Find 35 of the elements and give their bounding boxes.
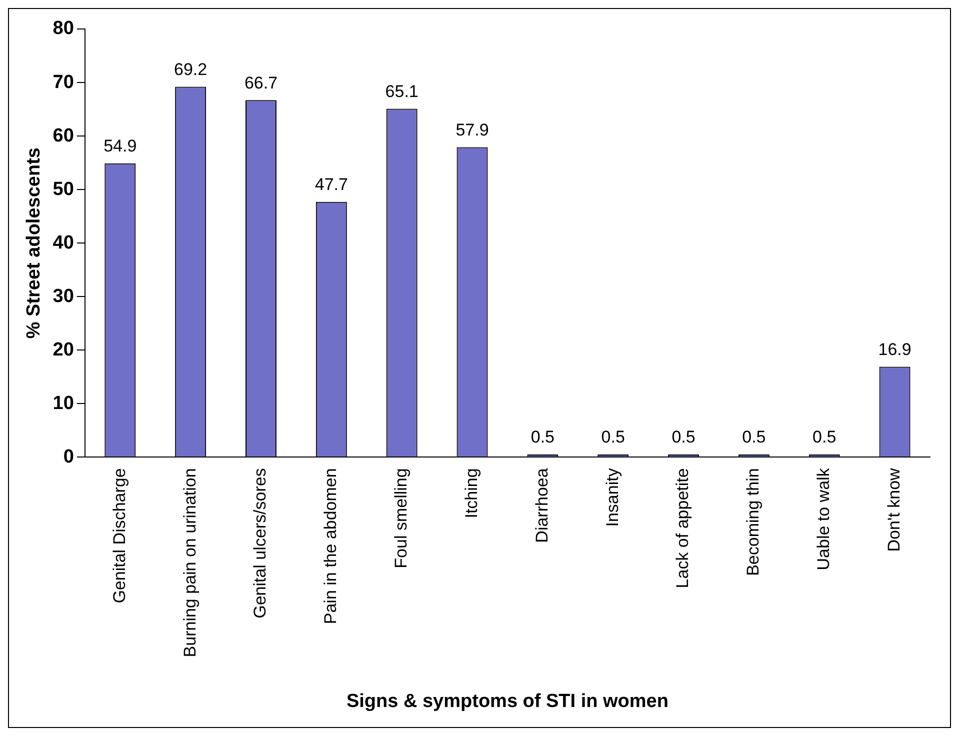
data-label: 69.2 xyxy=(174,60,208,79)
y-tick-label: 80 xyxy=(52,18,74,40)
x-tick-label: Foul smelling xyxy=(392,468,411,568)
y-tick-label: 50 xyxy=(52,178,74,200)
y-tick-label: 60 xyxy=(52,125,74,146)
y-tick-label: 10 xyxy=(52,392,74,414)
data-label: 0.5 xyxy=(672,428,696,447)
data-label: 16.9 xyxy=(878,340,912,359)
data-label: 65.1 xyxy=(385,82,418,101)
x-tick-label: Don't know xyxy=(884,467,904,552)
x-tick-label: Insanity xyxy=(602,468,622,527)
data-label: 0.5 xyxy=(601,428,625,447)
data-label: 54.9 xyxy=(104,136,137,156)
data-label: 0.5 xyxy=(742,428,766,447)
y-tick-label: 40 xyxy=(52,232,74,254)
x-tick-label: Itching xyxy=(462,468,481,518)
x-axis-title: Signs & symptoms of STI in women xyxy=(346,690,668,712)
x-tick-label: Genital ulcers/sores xyxy=(250,468,270,618)
data-label: 66.7 xyxy=(244,73,278,92)
x-tick-label: Diarrhoea xyxy=(532,468,552,543)
y-tick-label: 30 xyxy=(52,286,74,307)
x-tick-label: Lack of appetite xyxy=(673,468,692,588)
x-tick-label: Becoming thin xyxy=(744,468,763,576)
x-tick-label: Pain in the abdomen xyxy=(321,468,340,624)
data-label: 57.9 xyxy=(456,120,489,140)
x-tick-label: Genital Discharge xyxy=(110,468,129,604)
y-tick-label: 0 xyxy=(63,446,74,468)
x-tick-label: Uable to walk xyxy=(814,468,834,570)
x-tick-label: Burning pain on urination xyxy=(180,468,200,658)
data-label: 47.7 xyxy=(314,175,348,194)
data-label: 0.5 xyxy=(530,428,554,447)
y-tick-label: 20 xyxy=(52,339,74,360)
y-tick-label: 70 xyxy=(52,72,74,93)
data-label: 0.5 xyxy=(812,428,836,447)
y-axis-title: % Street adolescents xyxy=(24,148,45,339)
